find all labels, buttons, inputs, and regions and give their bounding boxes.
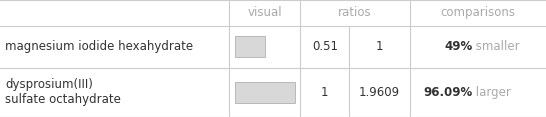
Text: magnesium iodide hexahydrate: magnesium iodide hexahydrate [5,40,194,53]
Text: 1: 1 [376,40,383,53]
Text: 96.09%: 96.09% [423,86,472,99]
Text: larger: larger [472,86,511,99]
Text: 0.51: 0.51 [312,40,338,53]
Text: 1.9609: 1.9609 [359,86,400,99]
Text: smaller: smaller [472,40,520,53]
Text: 49%: 49% [444,40,472,53]
Text: dysprosium(III)
sulfate octahydrate: dysprosium(III) sulfate octahydrate [5,78,121,106]
Text: visual: visual [247,6,282,19]
Text: ratios: ratios [338,6,372,19]
Text: 1: 1 [321,86,329,99]
Text: comparisons: comparisons [440,6,515,19]
FancyBboxPatch shape [235,36,265,57]
FancyBboxPatch shape [235,82,295,103]
